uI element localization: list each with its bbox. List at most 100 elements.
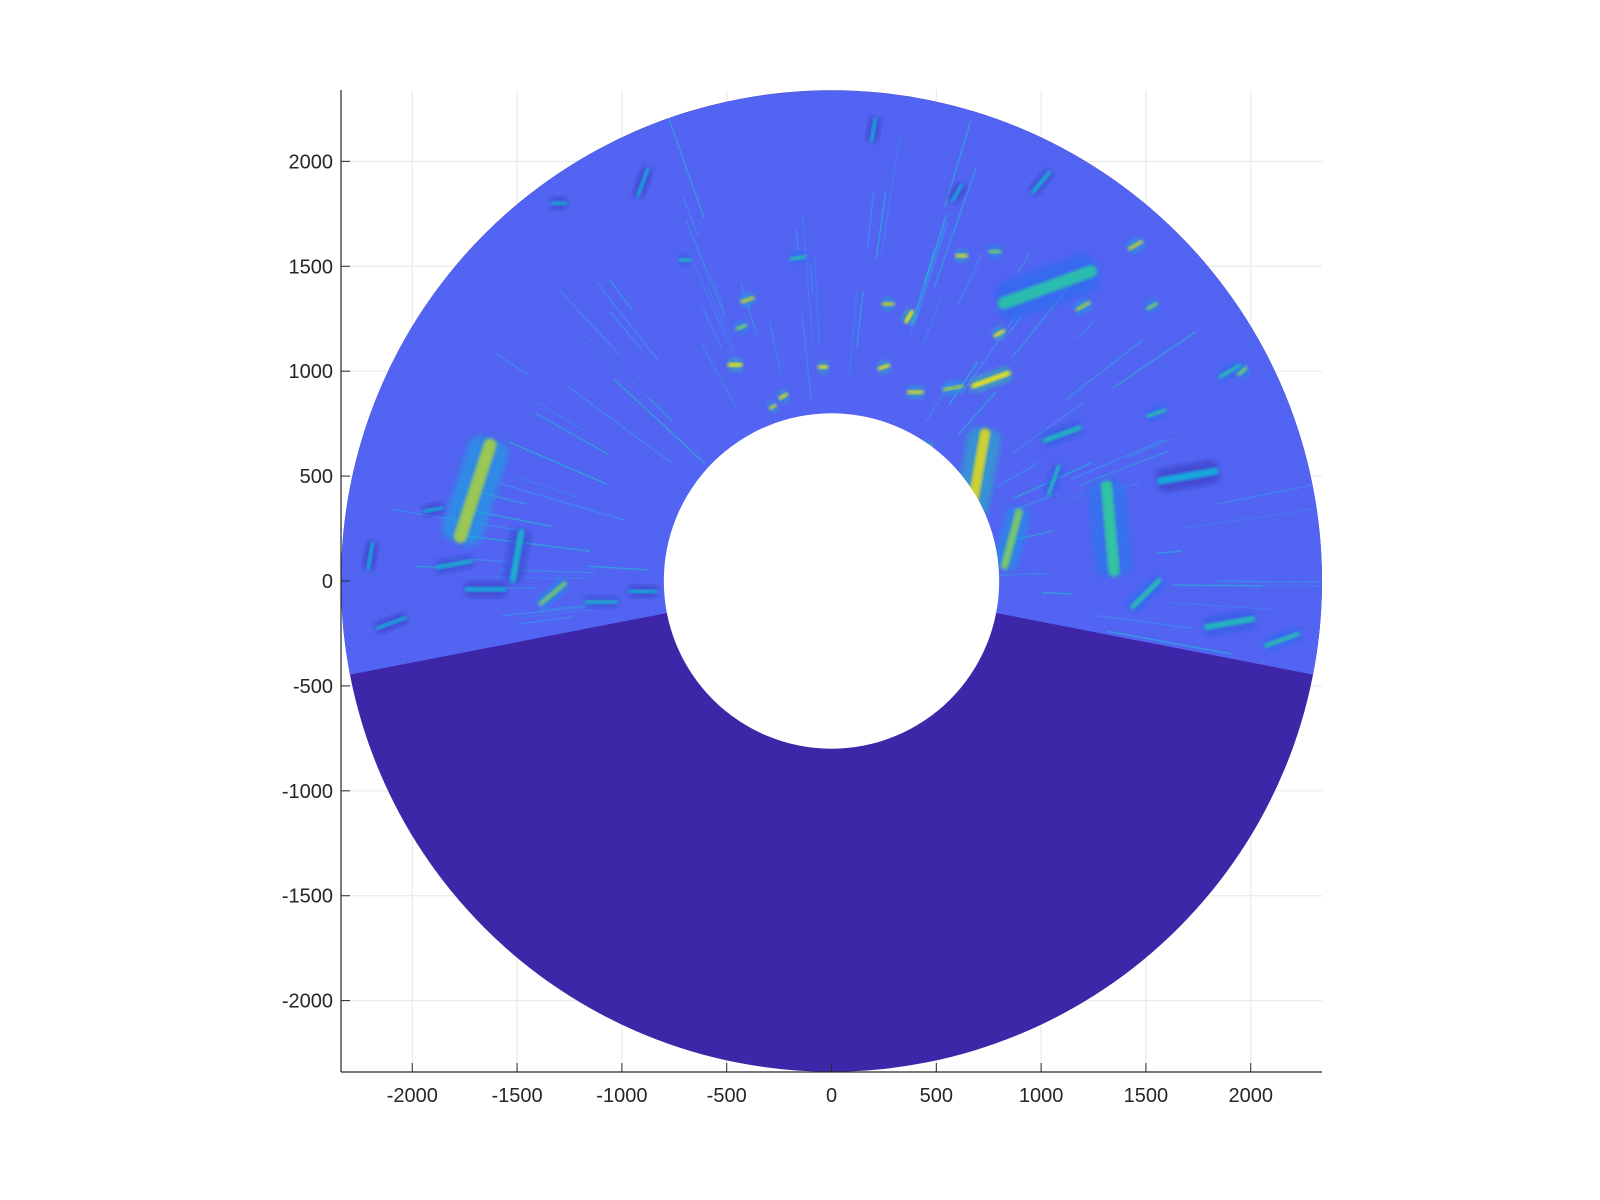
radial-streak bbox=[508, 441, 607, 485]
radar-return bbox=[536, 578, 570, 609]
radial-streak bbox=[995, 461, 1040, 488]
radar-return bbox=[1088, 479, 1132, 578]
radial-streak bbox=[1112, 330, 1197, 390]
radial-streak bbox=[740, 282, 758, 335]
radial-streak bbox=[558, 289, 622, 357]
radial-streak bbox=[501, 586, 537, 590]
radar-return bbox=[632, 166, 654, 199]
radar-return bbox=[865, 117, 882, 143]
radial-streak bbox=[813, 255, 820, 345]
radial-streak bbox=[536, 401, 584, 431]
radial-streak bbox=[712, 281, 726, 310]
x-tick-label: 1500 bbox=[1124, 1085, 1169, 1107]
radial-streak bbox=[1079, 450, 1169, 487]
radial-streak bbox=[534, 412, 610, 456]
radar-return bbox=[678, 253, 692, 267]
radial-streak bbox=[685, 219, 726, 317]
radar-return bbox=[777, 389, 790, 404]
y-tick-label: -2000 bbox=[282, 991, 333, 1013]
radial-streak bbox=[1008, 315, 1022, 335]
radar-return bbox=[739, 292, 756, 308]
radar-return bbox=[993, 507, 1030, 571]
radar-return bbox=[422, 502, 445, 518]
y-tick-label: 1000 bbox=[289, 361, 334, 383]
radial-streak bbox=[922, 297, 942, 346]
radial-streak bbox=[801, 313, 813, 402]
radar-return bbox=[969, 366, 1012, 393]
radial-streak bbox=[948, 361, 979, 406]
radial-streak bbox=[682, 197, 700, 237]
radar-return bbox=[817, 360, 829, 374]
radar-return bbox=[947, 182, 967, 204]
radar-return bbox=[1203, 609, 1257, 637]
radial-streak bbox=[699, 341, 737, 408]
radar-return bbox=[992, 326, 1007, 341]
radar-return bbox=[584, 595, 618, 609]
radar-return bbox=[767, 400, 779, 414]
radial-streak bbox=[588, 565, 649, 571]
radar-return bbox=[1074, 297, 1093, 315]
radar-return bbox=[734, 320, 749, 335]
y-tick-label: -1500 bbox=[282, 886, 333, 908]
radar-return bbox=[1217, 360, 1243, 382]
y-tick-label: -500 bbox=[293, 676, 333, 698]
radar-return bbox=[1028, 168, 1054, 197]
radial-streak bbox=[1207, 584, 1322, 587]
radial-streak bbox=[1172, 584, 1263, 587]
radar-return bbox=[906, 385, 924, 399]
radar-return bbox=[1043, 463, 1065, 498]
radial-streak bbox=[706, 284, 736, 351]
radial-streak bbox=[957, 251, 984, 306]
radial-streak bbox=[875, 192, 887, 259]
radial-streak bbox=[1071, 438, 1166, 480]
radar-returns bbox=[362, 117, 1302, 652]
radial-streak bbox=[1017, 252, 1031, 274]
radar-return bbox=[994, 253, 1100, 321]
y-tick-label: 1500 bbox=[289, 256, 334, 278]
radial-streak bbox=[501, 606, 586, 617]
x-tick-label: -1000 bbox=[596, 1085, 647, 1107]
radar-return bbox=[628, 585, 658, 598]
radar-return bbox=[901, 308, 917, 325]
radial-streak bbox=[613, 378, 705, 464]
radar-return bbox=[789, 250, 807, 265]
y-tick-label: 0 bbox=[322, 571, 333, 593]
radial-streak bbox=[1128, 438, 1173, 458]
radar-return bbox=[942, 380, 964, 396]
radial-streak bbox=[1107, 630, 1233, 655]
radar-return bbox=[1145, 298, 1160, 314]
radial-streak bbox=[516, 615, 574, 626]
radial-streak bbox=[1155, 550, 1182, 555]
radar-return bbox=[876, 359, 891, 375]
x-tick-label: -2000 bbox=[387, 1085, 438, 1107]
y-tick-label: 2000 bbox=[289, 151, 334, 173]
radial-streak bbox=[1096, 614, 1193, 629]
radial-streak bbox=[768, 321, 783, 374]
radial-streak bbox=[848, 289, 858, 379]
radar-return bbox=[727, 358, 743, 372]
radar-image bbox=[341, 90, 1322, 1072]
x-tick-label: -1500 bbox=[491, 1085, 542, 1107]
radial-streak bbox=[608, 278, 634, 312]
radial-streak bbox=[1215, 477, 1322, 506]
radial-streak bbox=[958, 391, 997, 436]
radial-streak bbox=[521, 608, 591, 619]
radial-streak bbox=[1065, 339, 1143, 401]
radial-streak bbox=[1011, 401, 1085, 455]
radar-return bbox=[435, 554, 474, 574]
radar-return bbox=[1235, 363, 1250, 379]
x-tick-label: 1000 bbox=[1019, 1085, 1064, 1107]
radar-return bbox=[1155, 459, 1220, 493]
radial-streak bbox=[1000, 572, 1049, 576]
radial-streak bbox=[664, 108, 705, 219]
x-tick-label: -500 bbox=[707, 1085, 747, 1107]
radar-return bbox=[881, 297, 895, 311]
radial-streak bbox=[913, 222, 949, 327]
x-tick-label: 500 bbox=[920, 1085, 953, 1107]
radial-streak bbox=[1183, 507, 1317, 529]
x-axis-ticks: -2000 -1500 -1000 -500 0 500 1000 1500 2000 bbox=[387, 1063, 1273, 1107]
radial-streak bbox=[596, 282, 660, 362]
radar-return bbox=[1263, 627, 1302, 652]
radar-return bbox=[988, 245, 1002, 258]
radar-return bbox=[362, 540, 379, 571]
